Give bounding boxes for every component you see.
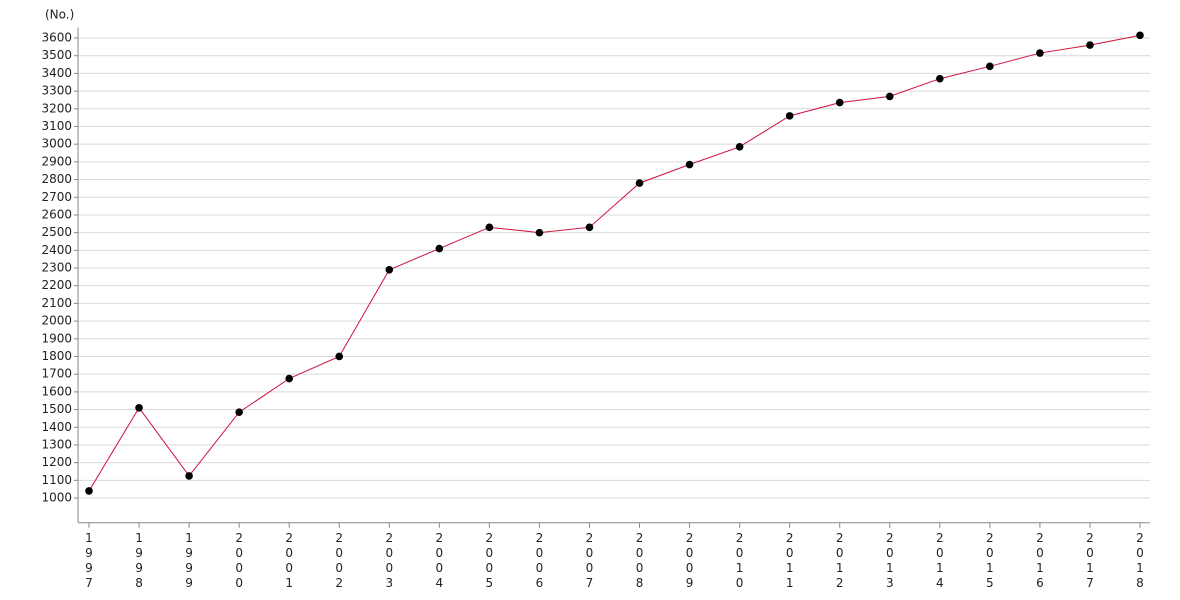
point (135, 403, 143, 412)
y-tick-label: 1200 (41, 455, 72, 469)
point (835, 98, 844, 107)
y-tick-label: 2500 (41, 225, 72, 239)
point (335, 352, 344, 361)
point (535, 228, 544, 237)
point (885, 92, 894, 101)
point (785, 112, 794, 120)
y-tick-label: 2800 (41, 172, 72, 186)
point (936, 74, 944, 83)
y-tick-label: 3200 (41, 101, 72, 115)
y-tick-label: 2900 (41, 154, 72, 168)
y-tick-label: 3600 (41, 31, 72, 45)
y-tick-label: 2300 (41, 261, 72, 275)
line (88, 34, 1141, 492)
y-tick-label: 1100 (41, 473, 72, 487)
y-tick-label: 1800 (41, 349, 72, 363)
point (986, 62, 994, 71)
y-tick-label: 1700 (41, 367, 72, 381)
point (1136, 31, 1144, 40)
y-tick-label: 3400 (41, 66, 72, 80)
point (485, 223, 494, 232)
y-tick-label: 2200 (41, 278, 72, 292)
point (85, 487, 93, 495)
y-tick-label: 2100 (41, 296, 72, 310)
y-tick-label: 2000 (41, 314, 72, 328)
y-tick-label: 1000 (41, 491, 72, 505)
y-tick-label: 1500 (41, 402, 72, 416)
y-tick-label: 3300 (41, 84, 72, 98)
y-tick-label: 3500 (41, 48, 72, 62)
point (1086, 41, 1094, 49)
y-tick-label: 2600 (41, 207, 72, 221)
point (185, 472, 193, 480)
y-tick-label: 1900 (41, 331, 72, 345)
y-tick-label: 1400 (41, 420, 72, 434)
y-tick-label: 1600 (41, 384, 72, 398)
y-tick-label: 1300 (41, 437, 72, 451)
point (685, 160, 694, 169)
y-tick-label: 2400 (41, 243, 72, 257)
point (735, 143, 744, 151)
point (285, 374, 293, 383)
y-tick-label: 3100 (41, 119, 72, 133)
point (1036, 49, 1044, 57)
y-axis-label: (No.) (45, 8, 74, 22)
y-tick-label: 2700 (41, 190, 72, 204)
point (235, 408, 243, 417)
point (435, 244, 444, 253)
y-tick-label: 3000 (41, 137, 72, 151)
point (585, 223, 594, 232)
point (635, 179, 644, 187)
point (385, 265, 394, 274)
